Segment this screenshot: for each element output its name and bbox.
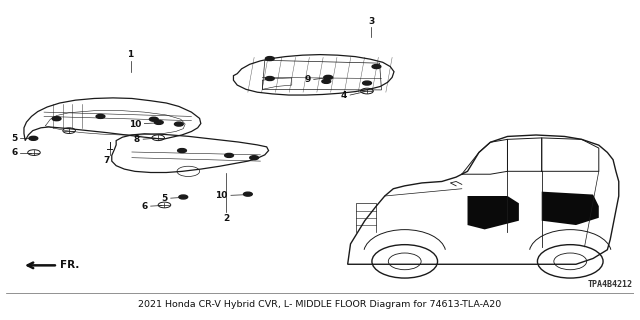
- Text: 10: 10: [216, 191, 228, 200]
- Text: FR.: FR.: [60, 260, 80, 270]
- Text: 3: 3: [368, 17, 374, 26]
- Circle shape: [372, 65, 381, 68]
- Circle shape: [178, 148, 186, 153]
- Circle shape: [225, 153, 234, 157]
- Circle shape: [175, 122, 183, 126]
- Circle shape: [96, 115, 105, 118]
- Text: 8: 8: [134, 135, 140, 144]
- Circle shape: [149, 117, 158, 121]
- Circle shape: [179, 195, 188, 199]
- Circle shape: [324, 76, 333, 79]
- Circle shape: [29, 136, 38, 140]
- Text: 7: 7: [104, 156, 110, 165]
- Circle shape: [266, 76, 274, 81]
- Circle shape: [363, 81, 371, 85]
- Text: 1: 1: [127, 50, 134, 59]
- Text: 4: 4: [340, 91, 347, 100]
- Circle shape: [266, 57, 274, 60]
- Text: 5: 5: [12, 134, 18, 143]
- Circle shape: [250, 156, 259, 160]
- Polygon shape: [541, 192, 599, 225]
- Text: 2021 Honda CR-V Hybrid CVR, L- MIDDLE FLOOR Diagram for 74613-TLA-A20: 2021 Honda CR-V Hybrid CVR, L- MIDDLE FL…: [138, 300, 502, 309]
- Text: 6: 6: [141, 202, 148, 211]
- Text: TPA4B4212: TPA4B4212: [588, 280, 632, 289]
- Polygon shape: [467, 196, 519, 229]
- Text: 5: 5: [161, 194, 168, 203]
- Circle shape: [322, 79, 331, 84]
- Text: 9: 9: [304, 76, 310, 84]
- Text: 10: 10: [129, 120, 141, 129]
- Circle shape: [243, 192, 252, 196]
- Text: 2: 2: [223, 214, 229, 223]
- Text: 6: 6: [12, 148, 18, 157]
- Circle shape: [52, 117, 61, 121]
- Circle shape: [154, 120, 163, 124]
